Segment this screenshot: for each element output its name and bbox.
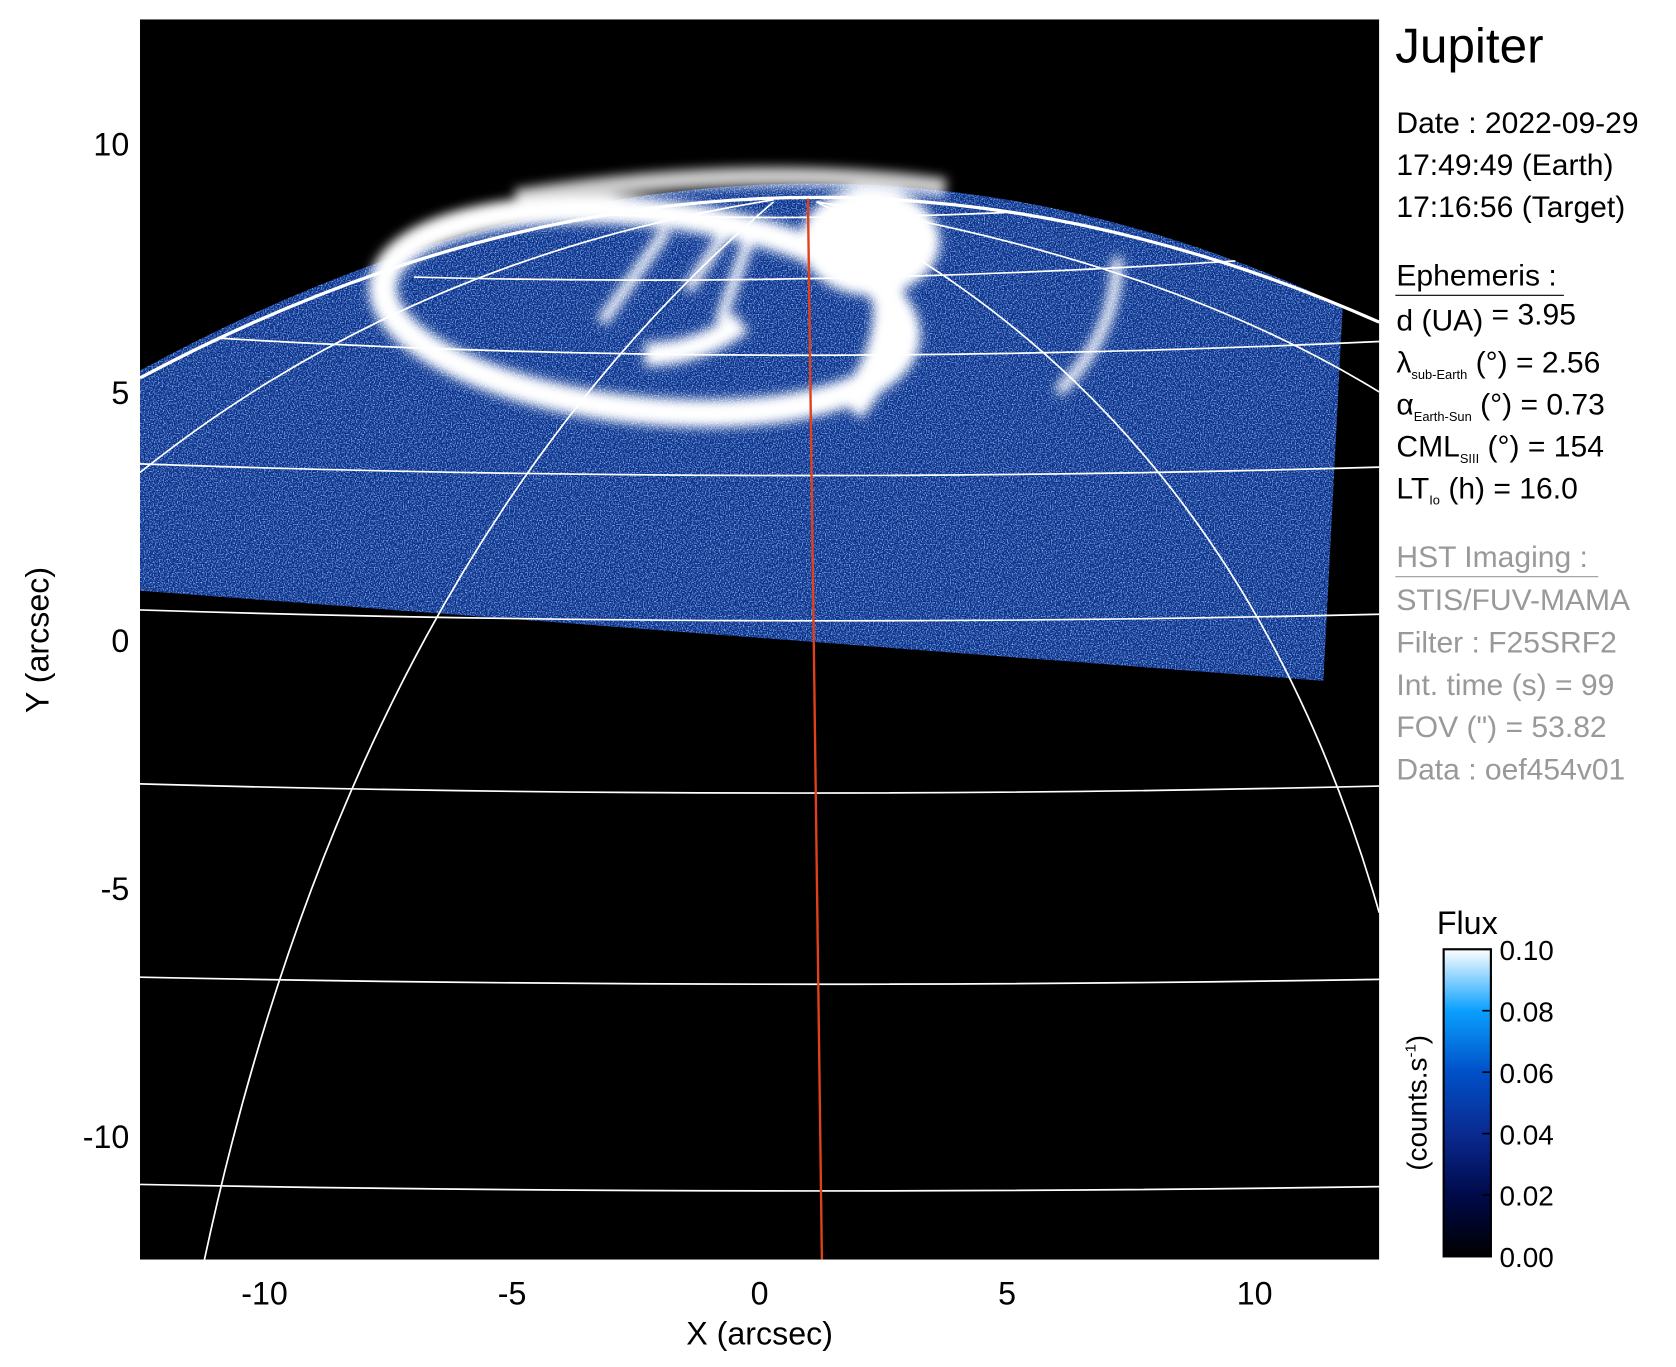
longitude-line	[816, 201, 1380, 914]
hst-line: Int. time (s) = 99	[1396, 669, 1614, 702]
x-axis: -10 -5 0 5 10	[241, 1276, 1272, 1312]
latitude-line	[140, 463, 1380, 477]
y-tick-label: 0	[111, 623, 129, 659]
hst-line: STIS/FUV-MAMA	[1396, 584, 1630, 617]
colorbar-tick-label: 0.00	[1499, 1242, 1553, 1273]
ephemeris-line: d (UA) = 3.95	[1396, 298, 1576, 337]
ephemeris-line: CMLSIII (°) = 154	[1396, 430, 1604, 465]
limb	[140, 195, 1380, 380]
date: Date : 2022-09-29	[1396, 107, 1638, 140]
latitude-line	[140, 783, 1380, 794]
longitude-line	[140, 198, 774, 474]
latitude-line	[140, 1183, 1380, 1192]
colorbar-tick-label: 0.08	[1499, 996, 1553, 1027]
x-axis-label: X (arcsec)	[686, 1315, 833, 1351]
y-axis-label: Y (arcsec)	[20, 567, 56, 713]
hst-line: Data : oef454v01	[1396, 754, 1625, 787]
colorbar-tick-label: 0.06	[1499, 1058, 1553, 1089]
latitude-line	[140, 609, 1380, 622]
ephemeris-line: LTIo (h) = 16.0	[1396, 472, 1577, 507]
colorbar-tick-label: 0.04	[1499, 1119, 1553, 1150]
latitude-line	[140, 976, 1380, 986]
colorbar-tick-label: 0.02	[1499, 1181, 1553, 1212]
ephemeris-line: αEarth-Sun (°) = 0.73	[1396, 389, 1604, 424]
colorbar-tick-label: 0.10	[1499, 935, 1553, 966]
longitude-line	[203, 201, 775, 1260]
image-plot	[140, 19, 1380, 1260]
x-tick-label: 10	[1237, 1276, 1273, 1312]
x-tick-label: 0	[751, 1276, 769, 1312]
y-axis: -10 -5 0 5 10	[83, 127, 130, 1155]
planet-title: Jupiter	[1395, 18, 1543, 73]
time-earth: 17:49:49 (Earth)	[1396, 149, 1613, 182]
hst-line: FOV (") = 53.82	[1396, 711, 1606, 744]
hst-line: Filter : F25SRF2	[1396, 626, 1616, 659]
longitude-line	[816, 201, 1380, 393]
lat-lon-grid	[140, 195, 1380, 1260]
info-panel: Jupiter Date : 2022-09-29 17:49:49 (Eart…	[1395, 18, 1638, 786]
latitude-line	[220, 337, 1380, 357]
ephemeris-line: λsub-Earth (°) = 2.56	[1396, 347, 1600, 382]
colorbar-gradient	[1442, 948, 1492, 1258]
colorbar: Flux (counts.s-1) 0.00 0.02 0.04 0.06 0.08 0.…	[1401, 905, 1553, 1273]
colorbar-title: Flux	[1437, 905, 1498, 941]
y-tick-label: -10	[83, 1119, 130, 1155]
ephemeris-heading: Ephemeris :	[1396, 260, 1556, 293]
y-tick-label: 5	[111, 375, 129, 411]
central-meridian	[806, 198, 824, 1260]
latitude-line	[413, 260, 1236, 281]
y-tick-label: -5	[101, 871, 130, 907]
hst-heading: HST Imaging :	[1396, 541, 1588, 574]
x-tick-label: 5	[998, 1276, 1016, 1312]
y-tick-label: 10	[93, 127, 129, 163]
x-tick-label: -5	[498, 1276, 527, 1312]
latitude-line	[601, 211, 1005, 219]
time-target: 17:16:56 (Target)	[1396, 191, 1625, 224]
colorbar-label: (counts.s-1)	[1401, 1035, 1432, 1171]
x-tick-label: -10	[241, 1276, 288, 1312]
